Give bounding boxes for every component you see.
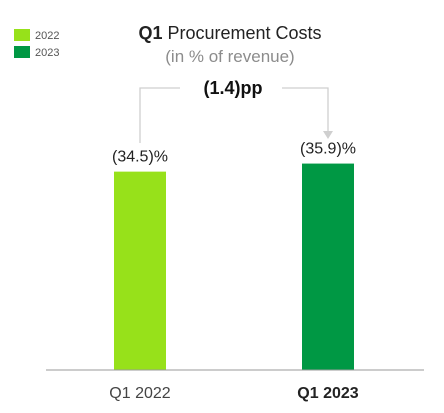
value-label-q1-2022: (34.5)% <box>112 149 168 166</box>
category-label-q1-2023: Q1 2023 <box>297 385 358 402</box>
chart-title-bold: Q1 <box>138 23 162 43</box>
value-label-q1-2023: (35.9)% <box>300 141 356 158</box>
bar-q1-2022 <box>114 171 166 370</box>
chart-title: Q1 Procurement Costs <box>138 23 321 43</box>
annotation-delta-label: (1.4)pp <box>203 78 262 98</box>
annotation-left-arm <box>139 87 180 143</box>
chart-title-rest: Procurement Costs <box>162 23 321 43</box>
delta-annotation: (1.4)pp <box>139 78 333 143</box>
annotation-arrowhead <box>323 131 333 139</box>
chart-subtitle: (in % of revenue) <box>165 47 294 66</box>
legend-swatch-2022 <box>14 29 30 41</box>
annotation-right-arm <box>282 87 329 132</box>
legend-label-2023: 2023 <box>35 47 59 59</box>
bar-q1-2023 <box>302 163 354 370</box>
bars-group: (34.5)% Q1 2022 (35.9)% Q1 2023 <box>109 141 358 402</box>
category-label-q1-2022: Q1 2022 <box>109 385 170 402</box>
legend-swatch-2023 <box>14 46 30 58</box>
legend-label-2022: 2022 <box>35 30 59 42</box>
